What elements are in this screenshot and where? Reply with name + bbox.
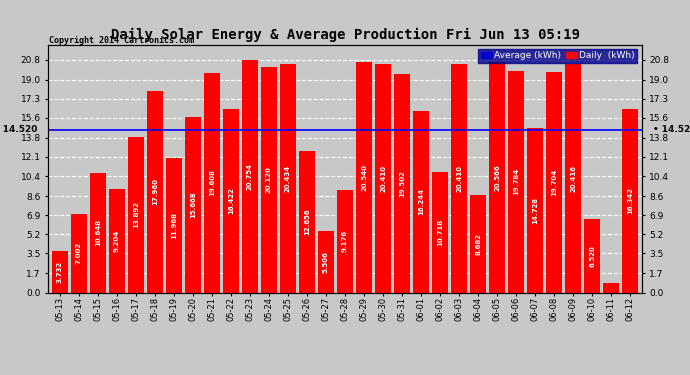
Text: 19.704: 19.704 xyxy=(551,168,558,196)
Bar xyxy=(280,64,296,292)
Text: 9.176: 9.176 xyxy=(342,230,348,252)
Bar xyxy=(299,151,315,292)
Bar xyxy=(261,67,277,292)
Text: 19.608: 19.608 xyxy=(209,169,215,196)
Bar xyxy=(337,190,353,292)
Bar xyxy=(489,62,505,292)
Bar xyxy=(128,137,144,292)
Bar xyxy=(204,73,219,292)
Text: 17.960: 17.960 xyxy=(152,178,158,206)
Bar xyxy=(90,173,106,292)
Text: • 14.520: • 14.520 xyxy=(0,125,37,134)
Text: 20.410: 20.410 xyxy=(380,165,386,192)
Bar xyxy=(527,128,543,292)
Text: 3.732: 3.732 xyxy=(57,261,63,283)
Bar xyxy=(242,60,257,292)
Title: Daily Solar Energy & Average Production Fri Jun 13 05:19: Daily Solar Energy & Average Production … xyxy=(110,28,580,42)
Text: Copyright 2014 Cartronics.com: Copyright 2014 Cartronics.com xyxy=(49,36,194,45)
Text: 9.204: 9.204 xyxy=(114,230,120,252)
Text: 20.434: 20.434 xyxy=(285,165,291,192)
Text: • 14.520: • 14.520 xyxy=(653,125,690,134)
Text: 6.520: 6.520 xyxy=(589,245,595,267)
Text: 8.682: 8.682 xyxy=(475,233,481,255)
Bar xyxy=(52,251,68,292)
Bar xyxy=(413,111,429,292)
Text: 7.002: 7.002 xyxy=(76,242,81,264)
Text: 13.892: 13.892 xyxy=(132,201,139,228)
Bar xyxy=(71,214,86,292)
Bar xyxy=(546,72,562,292)
Text: 5.506: 5.506 xyxy=(323,251,329,273)
Legend: Average (kWh), Daily  (kWh): Average (kWh), Daily (kWh) xyxy=(478,49,637,63)
Bar xyxy=(565,64,581,292)
Text: 20.410: 20.410 xyxy=(456,165,462,192)
Text: 14.728: 14.728 xyxy=(532,196,538,223)
Text: 10.718: 10.718 xyxy=(437,219,443,246)
Bar xyxy=(394,74,410,292)
Text: 16.422: 16.422 xyxy=(228,187,234,214)
Bar xyxy=(433,172,448,292)
Text: 15.668: 15.668 xyxy=(190,191,196,218)
Bar xyxy=(147,92,163,292)
Text: 10.648: 10.648 xyxy=(95,219,101,246)
Bar xyxy=(584,219,600,292)
Bar xyxy=(166,159,181,292)
Text: 12.656: 12.656 xyxy=(304,209,310,235)
Text: 16.244: 16.244 xyxy=(418,188,424,215)
Text: 11.968: 11.968 xyxy=(171,212,177,239)
Text: 20.754: 20.754 xyxy=(247,163,253,190)
Bar xyxy=(223,109,239,292)
Bar xyxy=(318,231,334,292)
Bar xyxy=(451,64,467,292)
Bar xyxy=(185,117,201,292)
Bar xyxy=(471,195,486,292)
Text: 19.784: 19.784 xyxy=(513,168,519,195)
Bar xyxy=(356,63,372,292)
Bar xyxy=(109,189,125,292)
Text: 19.502: 19.502 xyxy=(399,170,405,197)
Bar xyxy=(375,64,391,292)
Text: 20.120: 20.120 xyxy=(266,166,272,193)
Text: 20.566: 20.566 xyxy=(494,164,500,190)
Text: 20.540: 20.540 xyxy=(361,164,367,191)
Bar xyxy=(622,110,638,292)
Bar xyxy=(604,284,619,292)
Text: 20.416: 20.416 xyxy=(570,165,576,192)
Bar xyxy=(509,71,524,292)
Text: 16.342: 16.342 xyxy=(627,188,633,214)
